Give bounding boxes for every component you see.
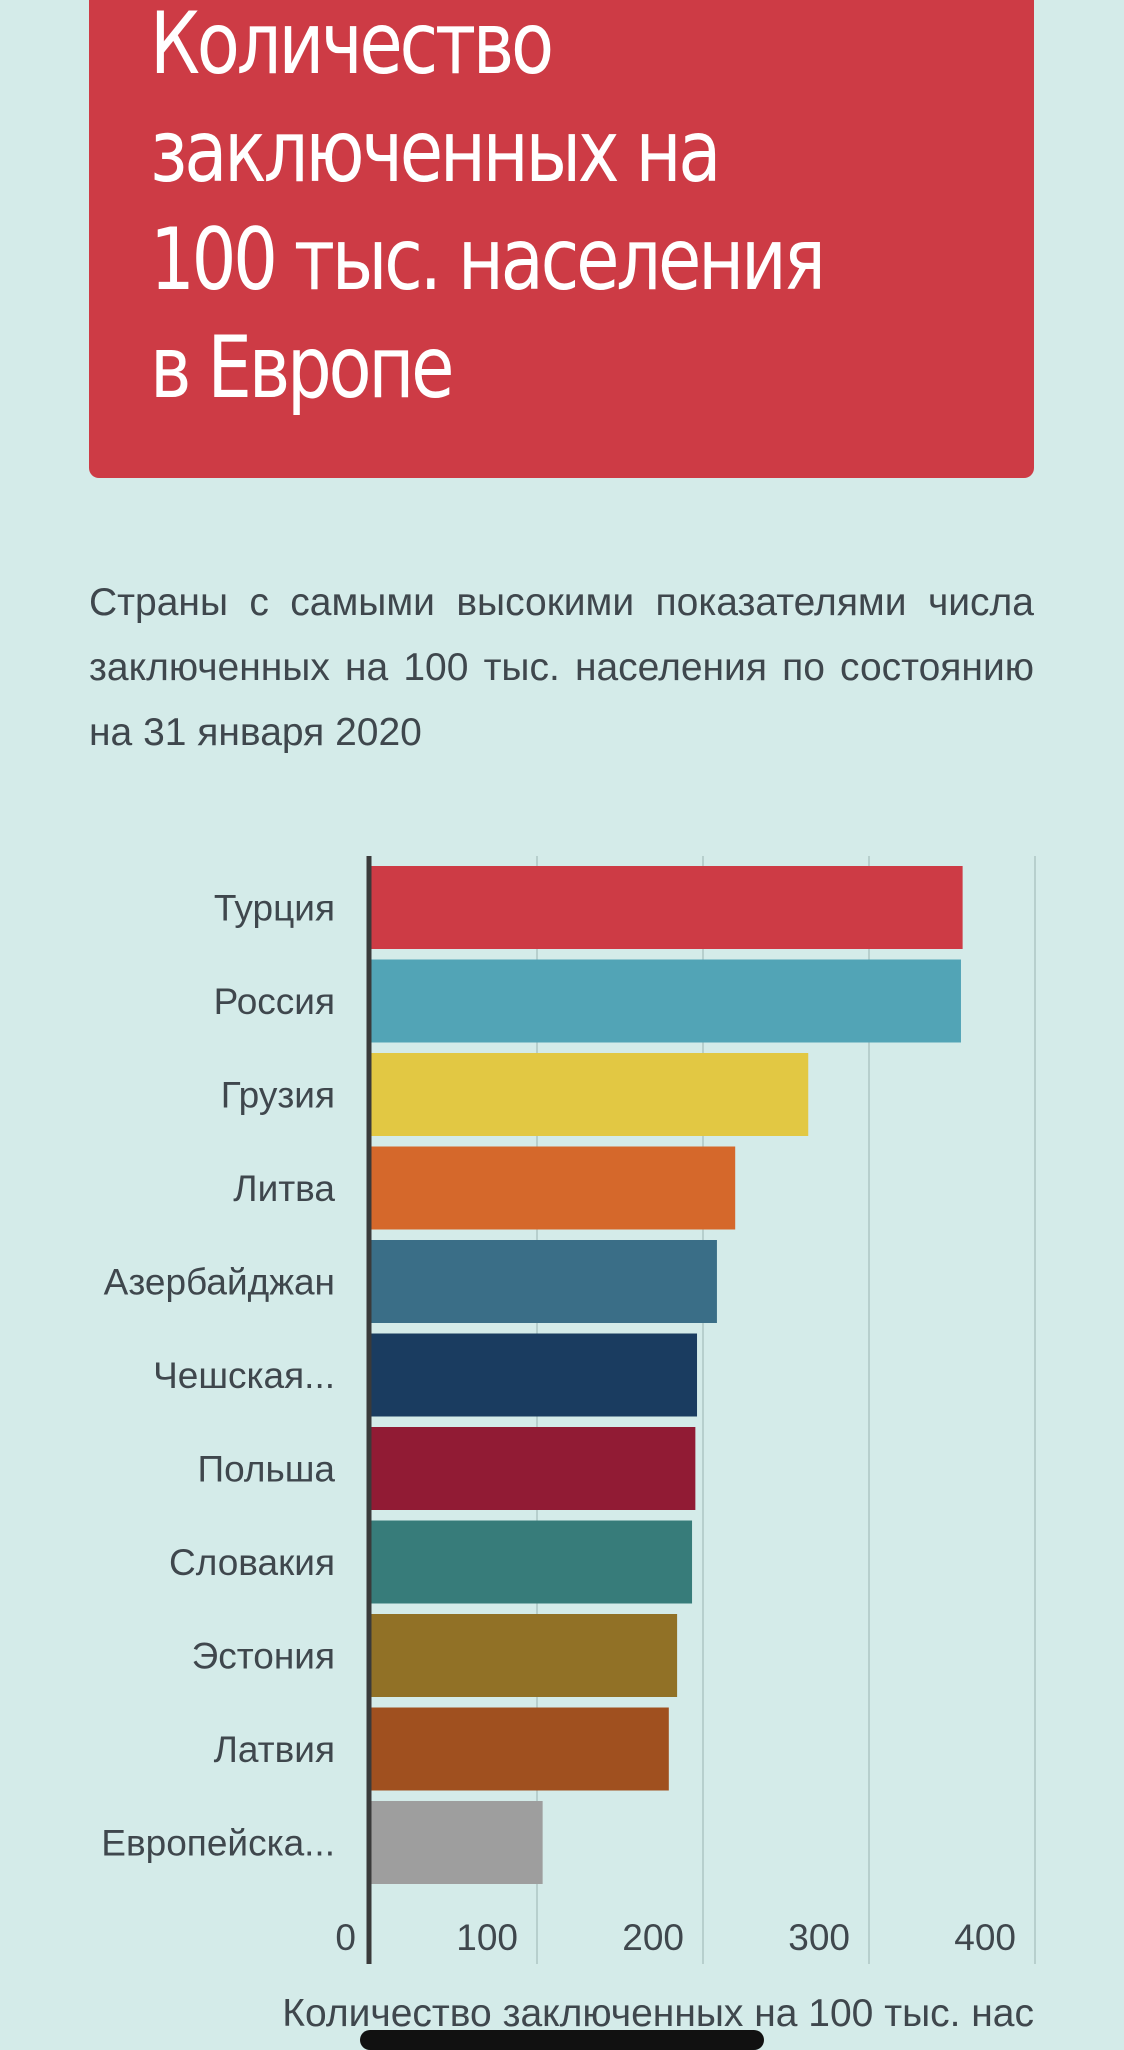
bar: [370, 1146, 736, 1230]
category-label: Словакия: [169, 1542, 335, 1583]
bar: [370, 959, 961, 1043]
bar: [370, 1520, 693, 1604]
category-label: Литва: [233, 1168, 335, 1209]
bar: [370, 1053, 809, 1136]
bar: [370, 1614, 678, 1697]
category-label: Грузия: [221, 1075, 335, 1116]
home-indicator: [360, 2030, 764, 2050]
category-label: Латвия: [214, 1729, 335, 1770]
category-label: Европейска...: [101, 1823, 335, 1864]
bar: [370, 1240, 717, 1323]
category-label: Польша: [198, 1449, 336, 1490]
x-tick-label: 400: [954, 1917, 1016, 1958]
bar: [370, 1801, 543, 1884]
category-label: Россия: [214, 981, 335, 1022]
category-label: Эстония: [192, 1636, 335, 1677]
category-label: Чешская...: [153, 1355, 335, 1396]
x-tick-label: 0: [335, 1917, 356, 1958]
bar: [370, 1707, 669, 1791]
bar: [370, 866, 963, 949]
category-label: Турция: [214, 888, 335, 929]
bar-chart: Турция Россия Грузия Литва Азербайджан Чешска…: [101, 856, 1036, 2035]
bar: [370, 1427, 696, 1510]
title-card: Количество заключенных на 100 тыс. насел…: [89, 0, 1034, 478]
page-title: Количество заключенных на 100 тыс. насел…: [150, 0, 826, 418]
category-label: Азербайджан: [104, 1262, 335, 1303]
x-tick-label: 300: [788, 1917, 850, 1958]
x-tick-label: 200: [622, 1917, 684, 1958]
chart-subtitle: Страны с самыми высокими показателями чи…: [89, 581, 1034, 754]
x-axis-label: Количество заключенных на 100 тыс. нас: [282, 1992, 1034, 2035]
x-tick-label: 100: [456, 1917, 518, 1958]
bar: [370, 1333, 698, 1417]
